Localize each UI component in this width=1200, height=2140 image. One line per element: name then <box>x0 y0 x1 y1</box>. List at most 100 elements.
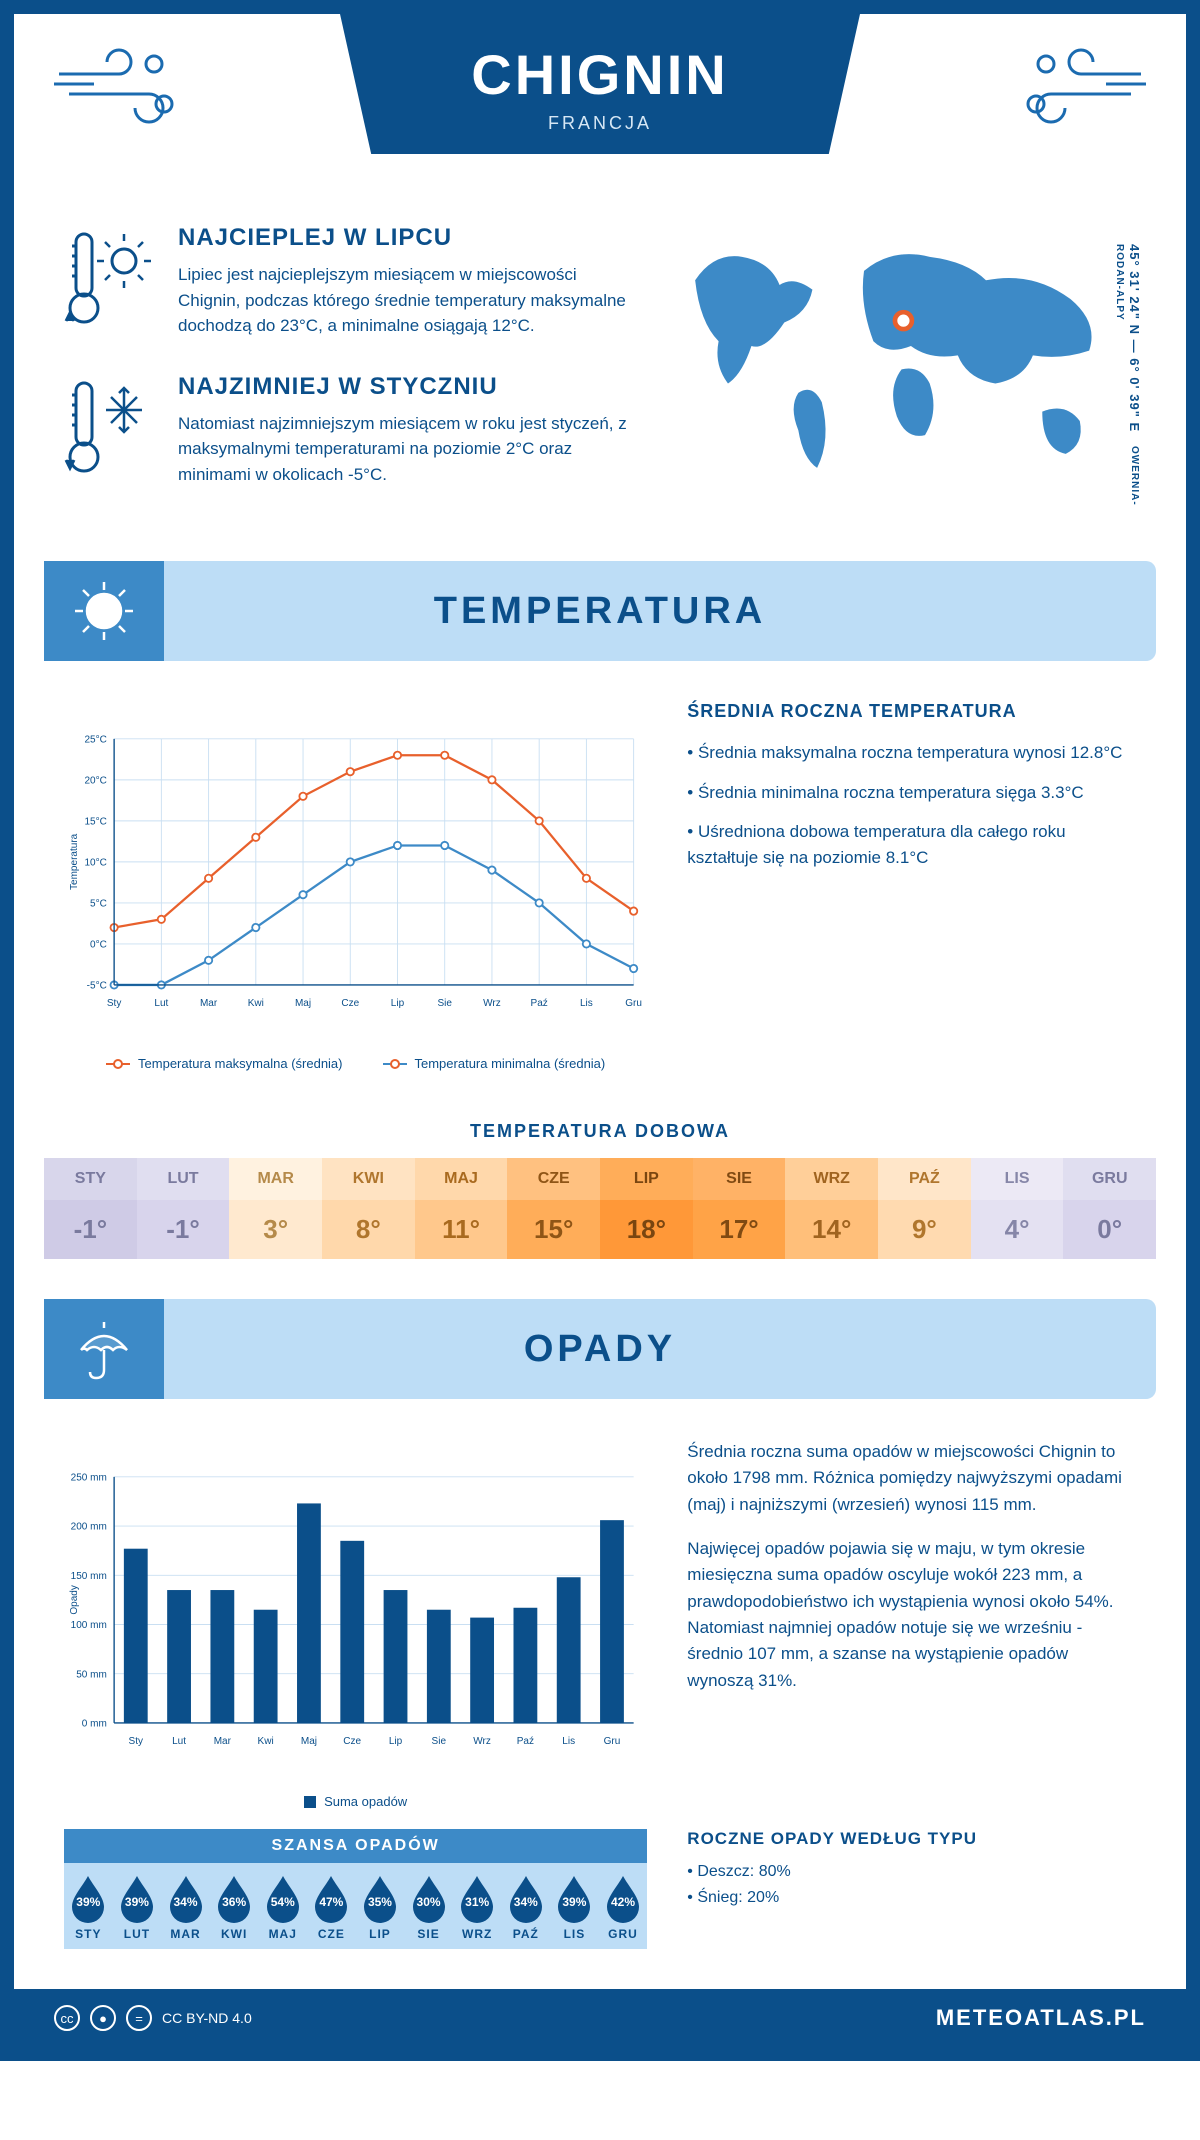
chance-cell: 34% PAŹ <box>501 1873 550 1941</box>
footer: cc ● = CC BY-ND 4.0 METEOATLAS.PL <box>14 1989 1186 2047</box>
svg-text:Paź: Paź <box>531 998 548 1009</box>
chance-cell: 39% LIS <box>550 1873 599 1941</box>
type-title: ROCZNE OPADY WEDŁUG TYPU <box>687 1829 1136 1849</box>
wind-icon <box>1016 44 1146 139</box>
svg-text:15°C: 15°C <box>84 817 106 828</box>
cold-text: Natomiast najzimniejszym miesiącem w rok… <box>178 411 627 488</box>
chance-cell: 35% LIP <box>356 1873 405 1941</box>
temp-info-title: ŚREDNIA ROCZNA TEMPERATURA <box>687 701 1136 722</box>
svg-text:Sty: Sty <box>107 998 121 1009</box>
daily-cell: LIP 18° <box>600 1158 693 1259</box>
nd-icon: = <box>126 2005 152 2031</box>
daily-temp-table: STY -1° LUT -1° MAR 3° KWI 8° MAJ 11° CZ… <box>44 1158 1156 1259</box>
svg-text:Sie: Sie <box>432 1736 447 1747</box>
chance-cell: 30% SIE <box>404 1873 453 1941</box>
license-text: CC BY-ND 4.0 <box>162 2010 252 2026</box>
drop-icon: 47% <box>311 1873 351 1923</box>
temp-line-chart: -5°C0°C5°C10°C15°C20°C25°CStyLutMarKwiMa… <box>64 701 647 1071</box>
chance-cell: 42% GRU <box>599 1873 648 1941</box>
precip-p1: Średnia roczna suma opadów w miejscowośc… <box>687 1439 1136 1518</box>
chance-table: SZANSA OPADÓW 39% STY 39% LUT 34% MAR 36… <box>64 1829 647 1949</box>
drop-icon: 42% <box>603 1873 643 1923</box>
svg-text:Opady: Opady <box>69 1585 80 1615</box>
chance-cell: 54% MAJ <box>258 1873 307 1941</box>
sun-icon <box>44 561 164 661</box>
daily-cell: STY -1° <box>44 1158 137 1259</box>
svg-text:-5°C: -5°C <box>87 981 107 992</box>
country-subtitle: FRANCJA <box>360 113 840 134</box>
svg-text:0 mm: 0 mm <box>82 1719 107 1730</box>
svg-text:250 mm: 250 mm <box>71 1472 107 1483</box>
drop-icon: 31% <box>457 1873 497 1923</box>
license-block: cc ● = CC BY-ND 4.0 <box>54 2005 252 2031</box>
daily-cell: SIE 17° <box>693 1158 786 1259</box>
drop-icon: 54% <box>263 1873 303 1923</box>
svg-text:Wrz: Wrz <box>473 1736 491 1747</box>
precip-section-banner: OPADY <box>44 1299 1156 1399</box>
chance-title: SZANSA OPADÓW <box>64 1829 647 1863</box>
temp-section-banner: TEMPERATURA <box>44 561 1156 661</box>
svg-text:Temperatura: Temperatura <box>69 833 80 890</box>
drop-icon: 36% <box>214 1873 254 1923</box>
svg-text:100 mm: 100 mm <box>71 1620 107 1631</box>
svg-text:Gru: Gru <box>604 1736 621 1747</box>
svg-text:Maj: Maj <box>301 1736 317 1747</box>
drop-icon: 39% <box>117 1873 157 1923</box>
daily-cell: WRZ 14° <box>785 1158 878 1259</box>
svg-text:Lut: Lut <box>154 998 168 1009</box>
title-banner: CHIGNIN FRANCJA <box>340 14 860 154</box>
chance-cell: 36% KWI <box>210 1873 259 1941</box>
precip-bar-chart: 0 mm 50 mm 100 mm 150 mm 200 mm 250 mm Sty Lut M… <box>64 1439 647 1809</box>
thermometer-snow-icon <box>64 373 154 488</box>
svg-text:Kwi: Kwi <box>258 1736 274 1747</box>
temp-info-p2: • Średnia minimalna roczna temperatura s… <box>687 780 1136 806</box>
precip-type-block: ROCZNE OPADY WEDŁUG TYPU • Deszcz: 80% •… <box>687 1829 1136 1910</box>
svg-text:10°C: 10°C <box>84 858 106 869</box>
svg-text:Lis: Lis <box>562 1736 575 1747</box>
chance-cell: 39% LUT <box>113 1873 162 1941</box>
type-snow: • Śnieg: 20% <box>687 1885 1136 1911</box>
svg-text:Maj: Maj <box>295 998 311 1009</box>
drop-icon: 39% <box>554 1873 594 1923</box>
drop-icon: 34% <box>506 1873 546 1923</box>
svg-text:Paź: Paź <box>517 1736 534 1747</box>
temp-info: ŚREDNIA ROCZNA TEMPERATURA • Średnia mak… <box>687 701 1136 1071</box>
svg-text:Lut: Lut <box>172 1736 186 1747</box>
svg-text:Lip: Lip <box>391 998 405 1009</box>
chance-cell: 47% CZE <box>307 1873 356 1941</box>
chance-cell: 31% WRZ <box>453 1873 502 1941</box>
world-map <box>667 224 1136 492</box>
temp-info-p3: • Uśredniona dobowa temperatura dla całe… <box>687 819 1136 870</box>
svg-text:Lip: Lip <box>389 1736 403 1747</box>
cc-icon: cc <box>54 2005 80 2031</box>
svg-text:Mar: Mar <box>214 1736 232 1747</box>
svg-text:150 mm: 150 mm <box>71 1571 107 1582</box>
daily-cell: KWI 8° <box>322 1158 415 1259</box>
daily-cell: LUT -1° <box>137 1158 230 1259</box>
svg-text:Lis: Lis <box>580 998 593 1009</box>
temp-heading: TEMPERATURA <box>164 590 1156 633</box>
daily-cell: MAJ 11° <box>415 1158 508 1259</box>
site-name: METEOATLAS.PL <box>936 2005 1146 2031</box>
precip-chart-legend: Suma opadów <box>64 1794 647 1809</box>
svg-text:Wrz: Wrz <box>483 998 501 1009</box>
svg-text:50 mm: 50 mm <box>76 1669 107 1680</box>
coordinates: 45° 31' 24" N — 6° 0' 39" E OWERNIA-RODA… <box>1112 244 1142 521</box>
svg-text:Mar: Mar <box>200 998 218 1009</box>
svg-text:Sty: Sty <box>129 1736 143 1747</box>
daily-cell: MAR 3° <box>229 1158 322 1259</box>
city-title: CHIGNIN <box>360 42 840 107</box>
umbrella-icon <box>44 1299 164 1399</box>
type-rain: • Deszcz: 80% <box>687 1859 1136 1885</box>
svg-text:Kwi: Kwi <box>248 998 264 1009</box>
svg-text:Sie: Sie <box>437 998 452 1009</box>
cold-title: NAJZIMNIEJ W STYCZNIU <box>178 373 627 401</box>
precip-info: Średnia roczna suma opadów w miejscowośc… <box>687 1439 1136 1809</box>
hot-text: Lipiec jest najcieplejszym miesiącem w m… <box>178 262 627 339</box>
header: CHIGNIN FRANCJA <box>14 14 1186 194</box>
svg-text:200 mm: 200 mm <box>71 1522 107 1533</box>
by-icon: ● <box>90 2005 116 2031</box>
temp-chart-legend: .legend-swatch:nth-child(1)::before{bord… <box>64 1056 647 1071</box>
daily-temp-title: TEMPERATURA DOBOWA <box>14 1121 1186 1142</box>
daily-cell: LIS 4° <box>971 1158 1064 1259</box>
